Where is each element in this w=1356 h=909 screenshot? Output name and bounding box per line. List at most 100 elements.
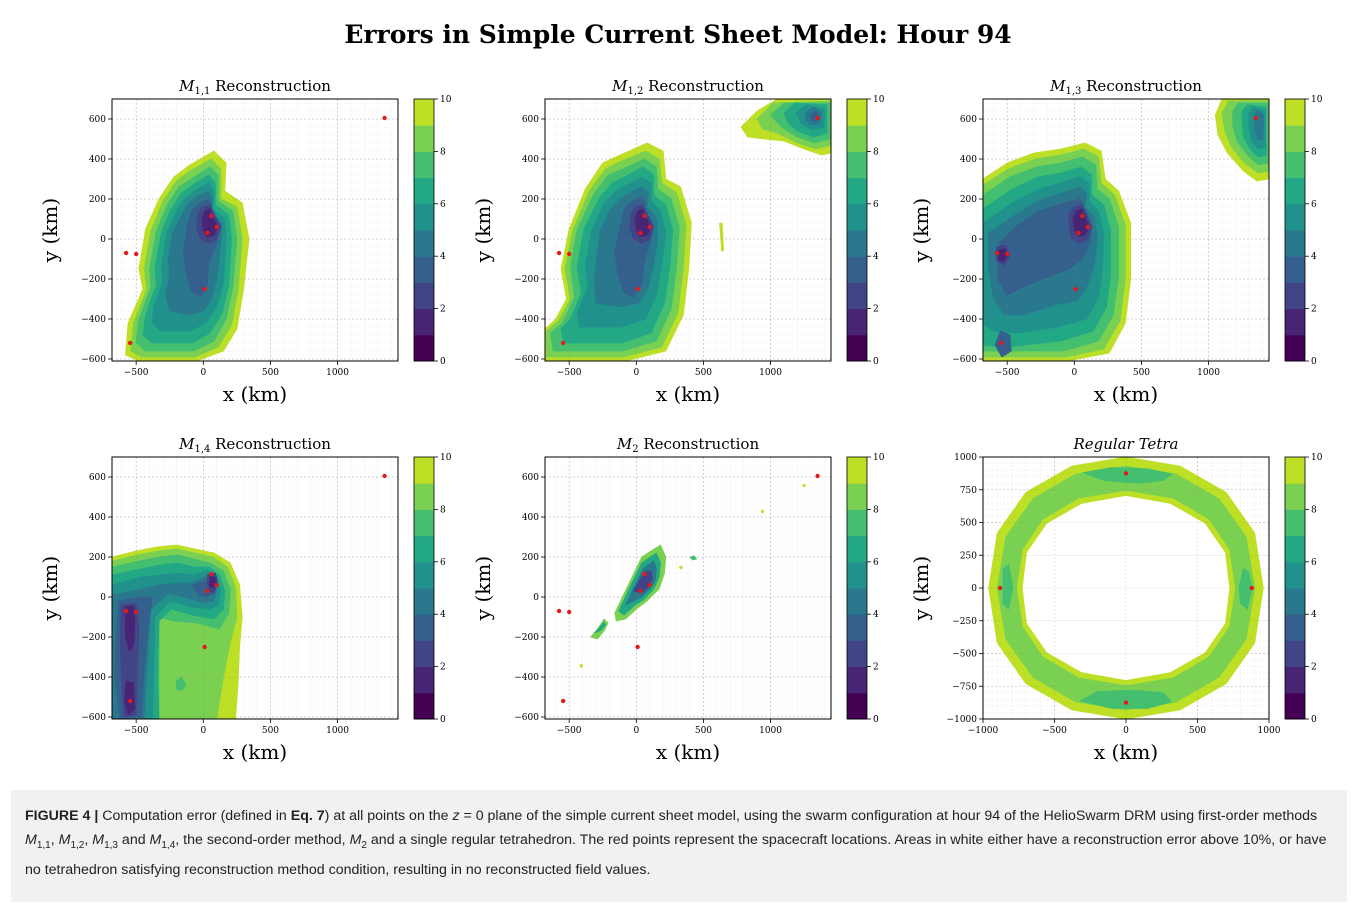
contour-region: [1002, 564, 1014, 610]
x-tick-label: 0: [200, 726, 206, 736]
colorbar-segment: [847, 308, 867, 336]
colorbar-tick-label: 4: [440, 252, 446, 262]
y-axis-label: y (km): [909, 198, 933, 263]
y-tick-label: 0: [533, 235, 539, 245]
colorbar-segment: [847, 614, 867, 641]
colorbar-segment: [847, 230, 867, 257]
panel-title: M1,1 Reconstruction: [178, 77, 331, 97]
spacecraft-points: [556, 473, 820, 704]
y-tick-label: 500: [960, 519, 977, 529]
colorbar-segment: [847, 256, 867, 283]
colorbar-segment: [414, 535, 434, 563]
spacecraft-points: [994, 115, 1258, 346]
contour-region: [760, 509, 765, 514]
contour-region: [208, 576, 217, 589]
y-tick-label: 0: [971, 235, 977, 245]
colorbar-segment: [1285, 177, 1305, 205]
x-tick-label: 500: [262, 368, 279, 378]
plot-frame: [111, 98, 399, 362]
panel-title-sub: 1,4: [194, 444, 210, 455]
caption-var: z: [452, 808, 460, 824]
colorbar-tick-label: 0: [1311, 715, 1317, 725]
colorbar-tick-label: 2: [873, 305, 879, 315]
colorbar-segment: [847, 692, 867, 720]
colorbar: 0 2 4 6 8 10: [1284, 453, 1323, 725]
colorbar-segment: [414, 640, 434, 668]
y-tick-label: 0: [100, 593, 106, 603]
colorbar-segment: [1285, 640, 1305, 668]
contour-region: [1238, 568, 1253, 610]
caption-text: and: [117, 832, 150, 848]
x-tick-label: 1000: [759, 368, 782, 378]
panel-title-main: M: [611, 77, 628, 95]
y-axis-label: y (km): [909, 556, 933, 621]
colorbar-tick-label: 10: [440, 95, 452, 105]
colorbar-tick-label: 0: [1311, 357, 1317, 367]
y-tick-label: 200: [522, 195, 539, 205]
colorbar-segment: [847, 509, 867, 537]
colorbar-segment: [847, 282, 867, 310]
spacecraft-point: [815, 115, 820, 121]
colorbar-segment: [414, 99, 434, 126]
x-tick-label: 1000: [326, 726, 349, 736]
colorbar: 0 2 4 6 8 10: [413, 453, 452, 725]
x-axis-label: x (km): [1094, 382, 1158, 406]
colorbar-segment: [414, 483, 434, 510]
caption-label: FIGURE 4 |: [25, 808, 99, 824]
colorbar-segment: [414, 151, 434, 179]
y-tick-label: 250: [960, 551, 977, 561]
colorbar-segment: [1285, 256, 1305, 283]
panel-title-main: Regular Tetra: [1073, 435, 1179, 453]
panel-title-rest: Reconstruction: [210, 435, 331, 453]
spacecraft-point: [1073, 286, 1078, 292]
colorbar-segment: [414, 588, 434, 615]
colorbar-segment: [847, 588, 867, 615]
figure-canvas: Errors in Simple Current Sheet Model: Ho…: [38, 20, 1323, 764]
panel-title-main: M: [178, 435, 195, 453]
x-tick-label: 0: [633, 368, 639, 378]
y-tick-label: 600: [522, 115, 539, 125]
colorbar-tick-label: 6: [873, 558, 879, 568]
y-tick-label: 200: [89, 195, 106, 205]
y-tick-label: −250: [952, 617, 977, 627]
contour-regions: [579, 483, 806, 668]
contour-region: [1082, 467, 1173, 484]
spacecraft-point: [209, 213, 214, 219]
x-tick-label: 500: [695, 368, 712, 378]
caption-eq-ref[interactable]: Eq. 7: [290, 808, 325, 824]
spacecraft-point: [642, 213, 647, 219]
x-tick-label: −500: [1042, 726, 1067, 736]
spacecraft-point: [635, 286, 640, 292]
contour-region: [634, 208, 652, 238]
y-tick-label: −500: [952, 650, 977, 660]
spacecraft-point: [638, 588, 643, 594]
colorbar-segment: [847, 99, 867, 126]
spacecraft-point: [1080, 213, 1085, 219]
contour-regions: [988, 457, 1264, 719]
spacecraft-point: [556, 250, 562, 256]
panel-title-sub: 1,2: [627, 86, 643, 97]
colorbar-frame: [1284, 456, 1306, 720]
y-tick-label: 200: [89, 553, 106, 563]
y-tick-label: −400: [952, 315, 977, 325]
panel-title-rest: Reconstruction: [1081, 77, 1202, 95]
spacecraft-point: [560, 340, 566, 346]
colorbar-tick-label: 2: [440, 663, 446, 673]
y-tick-label: −200: [952, 275, 977, 285]
y-tick-label: 200: [522, 553, 539, 563]
colorbar-tick-label: 4: [1311, 252, 1317, 262]
contour-regions: [125, 150, 250, 361]
y-tick-label: 0: [533, 593, 539, 603]
caption-var: M: [149, 832, 162, 848]
y-tick-label: −1000: [947, 715, 978, 725]
y-tick-label: 1000: [954, 453, 977, 463]
y-tick-label: −200: [81, 275, 106, 285]
spacecraft-point: [1076, 230, 1081, 236]
spacecraft-point: [209, 571, 214, 577]
y-tick-label: 200: [960, 195, 977, 205]
y-tick-label: 600: [960, 115, 977, 125]
colorbar-tick-label: 8: [873, 505, 879, 515]
colorbar: 0 2 4 6 8 10: [413, 95, 452, 367]
colorbar-segment: [1285, 588, 1305, 615]
